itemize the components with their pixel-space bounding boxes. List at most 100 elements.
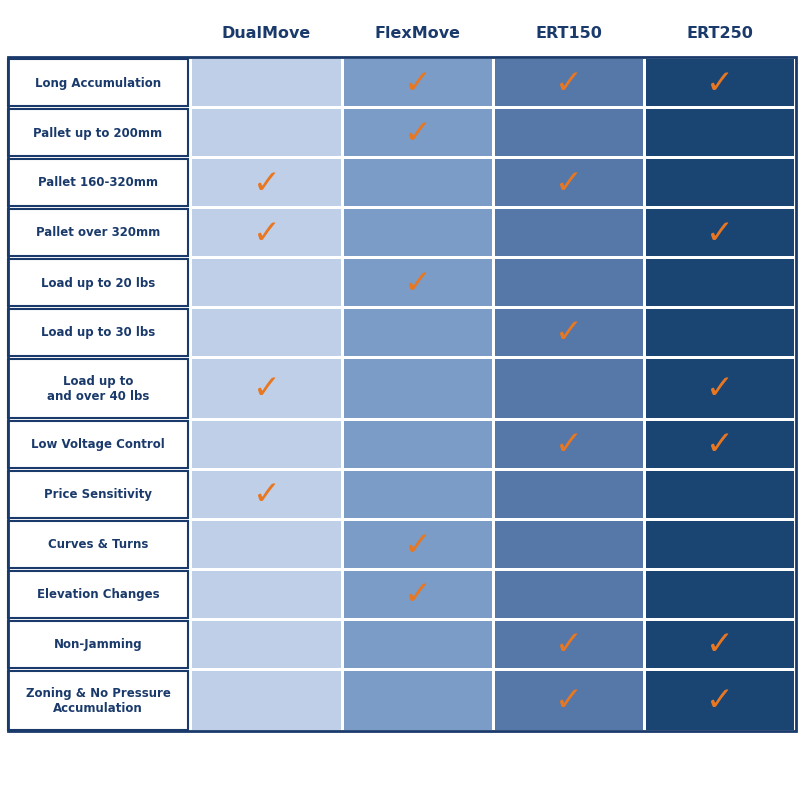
Text: ✓: ✓	[554, 67, 582, 100]
Text: Low Voltage Control: Low Voltage Control	[31, 438, 165, 451]
FancyBboxPatch shape	[192, 571, 340, 618]
Text: ✓: ✓	[403, 116, 431, 149]
FancyBboxPatch shape	[495, 521, 642, 568]
Text: Load up to
and over 40 lbs: Load up to and over 40 lbs	[47, 375, 149, 402]
Text: ✓: ✓	[554, 628, 582, 661]
FancyBboxPatch shape	[8, 521, 188, 568]
FancyBboxPatch shape	[495, 671, 642, 730]
FancyBboxPatch shape	[8, 159, 188, 206]
FancyBboxPatch shape	[495, 260, 642, 306]
FancyBboxPatch shape	[8, 260, 188, 306]
FancyBboxPatch shape	[344, 521, 491, 568]
FancyBboxPatch shape	[8, 571, 188, 618]
Text: Zoning & No Pressure
Accumulation: Zoning & No Pressure Accumulation	[26, 686, 170, 714]
FancyBboxPatch shape	[495, 59, 642, 106]
FancyBboxPatch shape	[344, 620, 491, 667]
FancyBboxPatch shape	[495, 159, 642, 206]
FancyBboxPatch shape	[646, 159, 793, 206]
Text: Pallet over 320mm: Pallet over 320mm	[36, 226, 160, 239]
Text: Curves & Turns: Curves & Turns	[47, 538, 148, 551]
FancyBboxPatch shape	[495, 309, 642, 356]
FancyBboxPatch shape	[495, 571, 642, 618]
FancyBboxPatch shape	[192, 359, 340, 418]
FancyBboxPatch shape	[646, 671, 793, 730]
Text: Load up to 30 lbs: Load up to 30 lbs	[41, 326, 155, 339]
FancyBboxPatch shape	[8, 471, 188, 518]
Text: ✓: ✓	[706, 372, 733, 405]
FancyBboxPatch shape	[495, 209, 642, 256]
Text: Non-Jamming: Non-Jamming	[54, 637, 142, 650]
Text: ✓: ✓	[403, 577, 431, 611]
Text: ✓: ✓	[252, 372, 280, 405]
Text: ✓: ✓	[706, 628, 733, 661]
FancyBboxPatch shape	[344, 421, 491, 468]
Text: ERT250: ERT250	[686, 25, 753, 41]
FancyBboxPatch shape	[192, 59, 340, 106]
Text: ✓: ✓	[252, 166, 280, 200]
FancyBboxPatch shape	[646, 571, 793, 618]
Text: Pallet up to 200mm: Pallet up to 200mm	[34, 127, 162, 139]
Text: Elevation Changes: Elevation Changes	[37, 588, 159, 601]
Text: Pallet 160-320mm: Pallet 160-320mm	[38, 176, 158, 189]
FancyBboxPatch shape	[646, 471, 793, 518]
FancyBboxPatch shape	[646, 521, 793, 568]
Text: Price Sensitivity: Price Sensitivity	[44, 488, 152, 501]
Text: ✓: ✓	[554, 166, 582, 200]
FancyBboxPatch shape	[192, 671, 340, 730]
Text: ✓: ✓	[554, 316, 582, 349]
FancyBboxPatch shape	[192, 471, 340, 518]
FancyBboxPatch shape	[192, 109, 340, 157]
FancyBboxPatch shape	[646, 109, 793, 157]
FancyBboxPatch shape	[646, 309, 793, 356]
FancyBboxPatch shape	[8, 309, 188, 356]
FancyBboxPatch shape	[646, 59, 793, 106]
Text: ✓: ✓	[706, 428, 733, 461]
FancyBboxPatch shape	[495, 421, 642, 468]
Text: ✓: ✓	[403, 67, 431, 100]
FancyBboxPatch shape	[192, 521, 340, 568]
FancyBboxPatch shape	[495, 109, 642, 157]
FancyBboxPatch shape	[344, 471, 491, 518]
FancyBboxPatch shape	[495, 620, 642, 667]
FancyBboxPatch shape	[344, 671, 491, 730]
Text: ✓: ✓	[706, 217, 733, 249]
FancyBboxPatch shape	[495, 471, 642, 518]
FancyBboxPatch shape	[344, 209, 491, 256]
FancyBboxPatch shape	[192, 620, 340, 667]
FancyBboxPatch shape	[8, 209, 188, 256]
Bar	[8, 58, 795, 731]
Text: ERT150: ERT150	[535, 25, 601, 41]
FancyBboxPatch shape	[646, 260, 793, 306]
FancyBboxPatch shape	[344, 309, 491, 356]
Text: Load up to 20 lbs: Load up to 20 lbs	[41, 277, 155, 290]
FancyBboxPatch shape	[192, 309, 340, 356]
Text: ✓: ✓	[403, 266, 431, 299]
FancyBboxPatch shape	[8, 671, 188, 730]
Text: ✓: ✓	[252, 478, 280, 511]
FancyBboxPatch shape	[8, 109, 188, 157]
FancyBboxPatch shape	[344, 359, 491, 418]
FancyBboxPatch shape	[8, 59, 188, 106]
FancyBboxPatch shape	[192, 421, 340, 468]
FancyBboxPatch shape	[192, 260, 340, 306]
Text: ✓: ✓	[252, 217, 280, 249]
Text: Long Accumulation: Long Accumulation	[35, 76, 161, 89]
FancyBboxPatch shape	[495, 359, 642, 418]
FancyBboxPatch shape	[344, 109, 491, 157]
FancyBboxPatch shape	[646, 620, 793, 667]
Text: FlexMove: FlexMove	[374, 25, 460, 41]
Text: ✓: ✓	[554, 428, 582, 461]
FancyBboxPatch shape	[8, 421, 188, 468]
FancyBboxPatch shape	[344, 571, 491, 618]
FancyBboxPatch shape	[192, 159, 340, 206]
FancyBboxPatch shape	[8, 620, 188, 667]
FancyBboxPatch shape	[646, 209, 793, 256]
Text: DualMove: DualMove	[222, 25, 311, 41]
FancyBboxPatch shape	[8, 359, 188, 418]
Text: ✓: ✓	[554, 684, 582, 717]
FancyBboxPatch shape	[646, 359, 793, 418]
FancyBboxPatch shape	[192, 209, 340, 256]
Text: ✓: ✓	[706, 67, 733, 100]
FancyBboxPatch shape	[646, 421, 793, 468]
FancyBboxPatch shape	[344, 159, 491, 206]
